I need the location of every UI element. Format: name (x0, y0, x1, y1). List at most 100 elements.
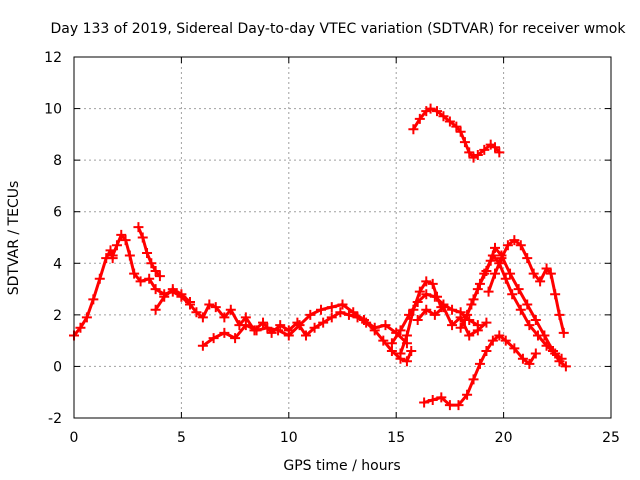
data-point (133, 222, 144, 233)
series-arc-12 (483, 235, 569, 338)
series-arc-8 (412, 302, 492, 341)
data-point (505, 268, 516, 279)
data-point (305, 309, 316, 320)
data-point (210, 302, 221, 313)
data-point (429, 309, 440, 320)
data-point (283, 330, 294, 341)
data-point (369, 322, 380, 333)
data-point (414, 286, 425, 297)
data-point (358, 315, 369, 326)
data-point (326, 312, 337, 323)
data-point (485, 255, 496, 266)
data-point (116, 229, 127, 240)
data-point (550, 289, 561, 300)
data-point (208, 333, 219, 344)
data-point (535, 276, 546, 287)
x-tick-label: 20 (495, 430, 513, 446)
data-point (408, 124, 419, 135)
data-point (472, 149, 483, 160)
data-point (539, 330, 550, 341)
data-point (462, 389, 473, 400)
data-point (447, 304, 458, 315)
data-point (401, 330, 412, 341)
data-point (129, 268, 140, 279)
data-point (464, 330, 475, 341)
data-point (105, 245, 116, 256)
series-arc-2 (107, 229, 417, 367)
data-point (421, 289, 432, 300)
data-point (479, 268, 490, 279)
data-point (496, 253, 507, 264)
data-point (554, 309, 565, 320)
x-tick-label: 25 (602, 430, 620, 446)
data-point (386, 345, 397, 356)
data-point (225, 304, 236, 315)
series-line (111, 233, 413, 363)
data-point (337, 299, 348, 310)
data-point (472, 325, 483, 336)
series-arc-3 (133, 222, 165, 282)
y-tick-label: 2 (53, 308, 62, 324)
data-point (481, 345, 492, 356)
data-point (554, 356, 565, 367)
x-tick-label: 10 (280, 430, 298, 446)
series-arc-5 (197, 299, 412, 351)
data-point (515, 304, 526, 315)
chart-title: Day 133 of 2019, Sidereal Day-to-day VTE… (51, 21, 627, 37)
data-point (191, 307, 202, 318)
data-point (154, 271, 165, 282)
data-point (481, 317, 492, 328)
data-point (258, 317, 269, 328)
data-point (530, 315, 541, 326)
data-point (240, 320, 251, 331)
x-tick-labels: 0 5 10 15 20 25 (70, 430, 620, 446)
data-point (318, 317, 329, 328)
data-point (432, 291, 443, 302)
series-arc-1 (69, 245, 118, 341)
data-point (75, 322, 86, 333)
data-point (81, 312, 92, 323)
data-point (427, 278, 438, 289)
data-point (541, 263, 552, 274)
data-point (464, 147, 475, 158)
data-point (560, 361, 571, 372)
data-point (135, 276, 146, 287)
data-point (386, 338, 397, 349)
data-point (111, 240, 122, 251)
data-point (88, 294, 99, 305)
y-tick-label: -2 (48, 411, 62, 427)
data-point (509, 235, 520, 246)
data-point (408, 304, 419, 315)
y-tick-label: 8 (53, 153, 62, 169)
data-point (167, 284, 178, 295)
data-point (455, 126, 466, 137)
data-point (94, 273, 105, 284)
y-tick-labels: -2 0 2 4 6 8 10 12 (44, 50, 62, 427)
data-point (326, 302, 337, 313)
data-point (438, 111, 449, 122)
series-line (201, 303, 409, 348)
data-point (436, 392, 447, 403)
data-point (150, 266, 161, 277)
data-point (421, 304, 432, 315)
y-tick-label: 4 (53, 256, 62, 272)
data-point (262, 322, 273, 333)
x-tick-label: 15 (387, 430, 405, 446)
data-point (490, 268, 501, 279)
grid (74, 57, 611, 418)
x-axis-label: GPS time / hours (283, 458, 400, 474)
data-point (447, 320, 458, 331)
data-point (444, 116, 455, 127)
data-point (432, 106, 443, 117)
data-point (487, 335, 498, 346)
data-point (528, 268, 539, 279)
series-arc-9 (408, 103, 505, 163)
data-point (300, 330, 311, 341)
data-point (150, 304, 161, 315)
data-point (144, 273, 155, 284)
data-point (240, 312, 251, 323)
y-tick-label: 0 (53, 359, 62, 375)
data-point (294, 320, 305, 331)
data-point (348, 307, 359, 318)
series-arc-4 (150, 284, 195, 315)
